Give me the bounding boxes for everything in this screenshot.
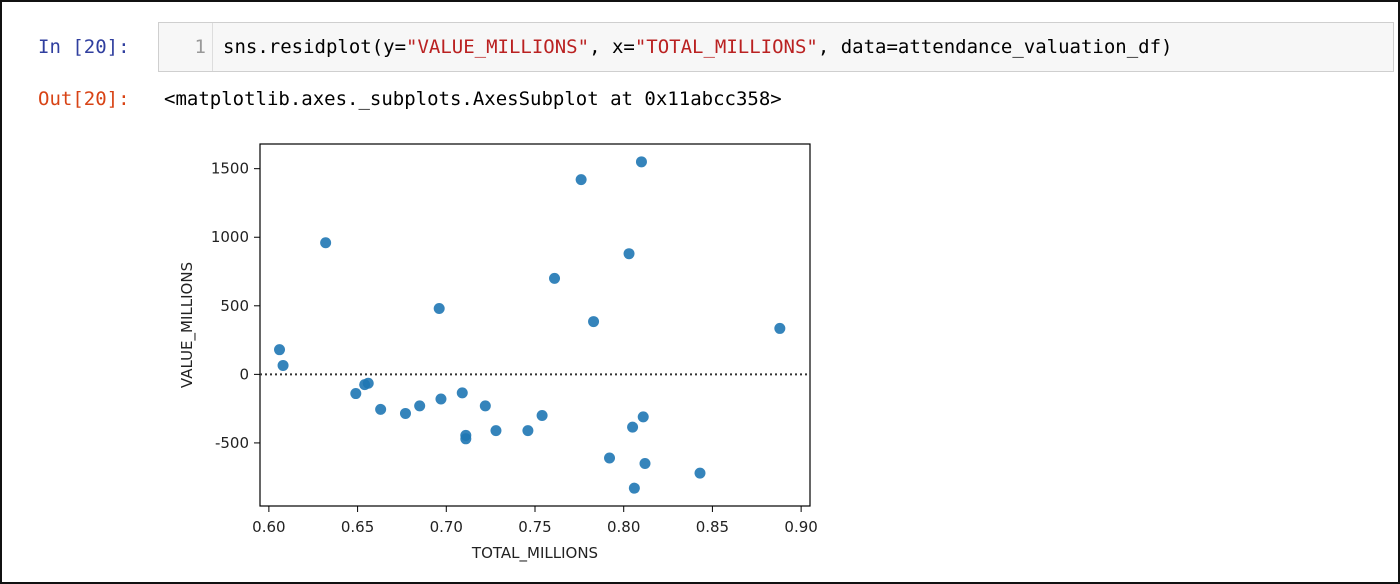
residplot-chart: 0.60 0.65 0.70 0.75 0.80 0.85 0.90 -500 0 500 1000…	[178, 143, 818, 563]
y-tick-label: 0	[239, 365, 249, 383]
y-tick-label: 500	[220, 297, 249, 315]
line-number: 1	[159, 23, 213, 71]
data-point	[435, 393, 447, 405]
data-point	[375, 403, 387, 415]
data-point	[588, 316, 600, 328]
x-tick-label: 0.65	[341, 518, 374, 536]
code-mid: , x=	[589, 36, 635, 58]
y-tick-label: -500	[215, 434, 249, 452]
x-tick-label: 0.70	[430, 518, 463, 536]
y-tick-label: 1000	[211, 228, 249, 246]
code-x-arg: "TOTAL_MILLIONS"	[634, 36, 818, 58]
data-point	[628, 482, 640, 494]
data-point	[460, 433, 472, 445]
data-point	[399, 407, 411, 419]
data-point	[479, 400, 491, 412]
data-point	[639, 457, 651, 469]
code-cell-input[interactable]: 1 sns.residplot(y="VALUE_MILLIONS", x="T…	[158, 22, 1394, 72]
data-point	[350, 388, 362, 400]
data-point	[522, 425, 534, 437]
x-tick-label: 0.60	[252, 518, 285, 536]
x-tick-label: 0.80	[607, 518, 640, 536]
data-point	[623, 248, 635, 260]
data-point	[274, 344, 286, 356]
input-prompt: In [20]:	[38, 36, 130, 58]
code-prefix: sns.residplot(y=	[223, 36, 407, 58]
residplot-figure: 0.60 0.65 0.70 0.75 0.80 0.85 0.90 -500 0 500 1000…	[162, 132, 842, 577]
x-tick-label: 0.90	[784, 518, 817, 536]
data-point	[637, 411, 649, 423]
data-point	[694, 467, 706, 479]
output-prompt: Out[20]:	[38, 88, 130, 110]
data-point	[362, 377, 374, 389]
data-point	[320, 237, 332, 249]
data-point	[635, 156, 647, 168]
y-axis-label: VALUE_MILLIONS	[178, 262, 197, 388]
code-suffix: , data=attendance_valuation_df)	[817, 36, 1173, 58]
code-line[interactable]: sns.residplot(y="VALUE_MILLIONS", x="TOT…	[223, 23, 1172, 71]
data-point	[604, 452, 616, 464]
data-point	[456, 387, 468, 399]
data-point	[549, 272, 561, 284]
x-axis-label: TOTAL_MILLIONS	[471, 544, 598, 563]
plot-area-frame	[259, 143, 811, 507]
data-point	[774, 322, 786, 334]
data-point	[277, 359, 289, 371]
data-point	[433, 303, 445, 315]
data-point	[490, 425, 502, 437]
x-tick-label: 0.85	[696, 518, 729, 536]
data-point	[536, 410, 548, 421]
data-point	[414, 400, 426, 412]
code-y-arg: "VALUE_MILLIONS"	[406, 36, 590, 58]
output-text: <matplotlib.axes._subplots.AxesSubplot a…	[164, 88, 782, 110]
data-point	[627, 421, 639, 433]
data-point	[575, 174, 587, 186]
x-tick-label: 0.75	[518, 518, 551, 536]
y-tick-label: 1500	[211, 160, 249, 178]
